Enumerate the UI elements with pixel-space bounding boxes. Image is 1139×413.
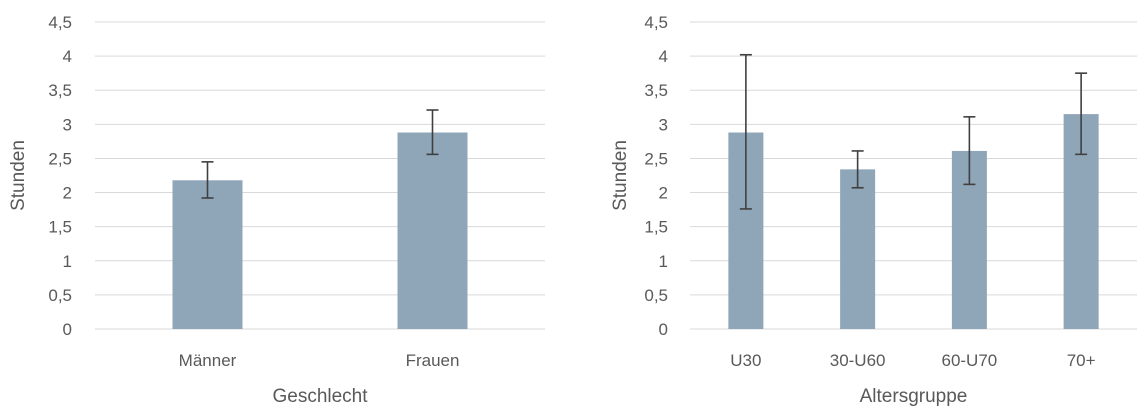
y-tick-label: 2 xyxy=(63,184,72,203)
y-tick-label: 0 xyxy=(63,320,72,339)
y-tick-label: 3,5 xyxy=(48,81,72,100)
y-tick-label: 4 xyxy=(63,47,72,66)
x-tick-label: U30 xyxy=(730,351,761,370)
y-tick-label: 4,5 xyxy=(644,13,668,32)
y-tick-label: 4 xyxy=(659,47,668,66)
y-tick-label: 0,5 xyxy=(48,286,72,305)
bar xyxy=(840,169,876,329)
y-tick-label: 2 xyxy=(659,184,668,203)
x-tick-label: Männer xyxy=(179,351,237,370)
bar xyxy=(172,180,243,329)
chart-age-group: 0 0,5 1 1,5 2 2,5 3 3,5 4 4,5 U30 30-U60 60-U70 70+ Al… xyxy=(610,13,1137,407)
bar xyxy=(397,132,468,329)
x-tick-label: Frauen xyxy=(406,351,460,370)
y-tick-label: 0,5 xyxy=(644,286,668,305)
x-axis-title: Altersgruppe xyxy=(860,386,968,407)
x-tick-label: 60-U70 xyxy=(941,351,997,370)
y-tick-label: 2,5 xyxy=(48,149,72,168)
y-tick-label: 4,5 xyxy=(48,13,72,32)
x-tick-label: 30-U60 xyxy=(830,351,886,370)
y-tick-label: 1,5 xyxy=(48,218,72,237)
y-tick-label: 3 xyxy=(659,115,668,134)
chart-gender: 0 0,5 1 1,5 2 2,5 3 3,5 4 4,5 Männer Frauen Geschlec… xyxy=(8,13,545,407)
y-tick-label: 2,5 xyxy=(644,149,668,168)
y-tick-label: 3 xyxy=(63,115,72,134)
y-tick-label: 1 xyxy=(63,252,72,271)
x-tick-label: 70+ xyxy=(1067,351,1096,370)
y-axis-title: Stunden xyxy=(8,140,29,211)
y-axis-title: Stunden xyxy=(610,140,631,211)
y-tick-label: 1,5 xyxy=(644,218,668,237)
y-tick-label: 1 xyxy=(659,252,668,271)
x-axis-title: Geschlecht xyxy=(272,386,368,407)
y-tick-label: 0 xyxy=(659,320,668,339)
y-tick-label: 3,5 xyxy=(644,81,668,100)
